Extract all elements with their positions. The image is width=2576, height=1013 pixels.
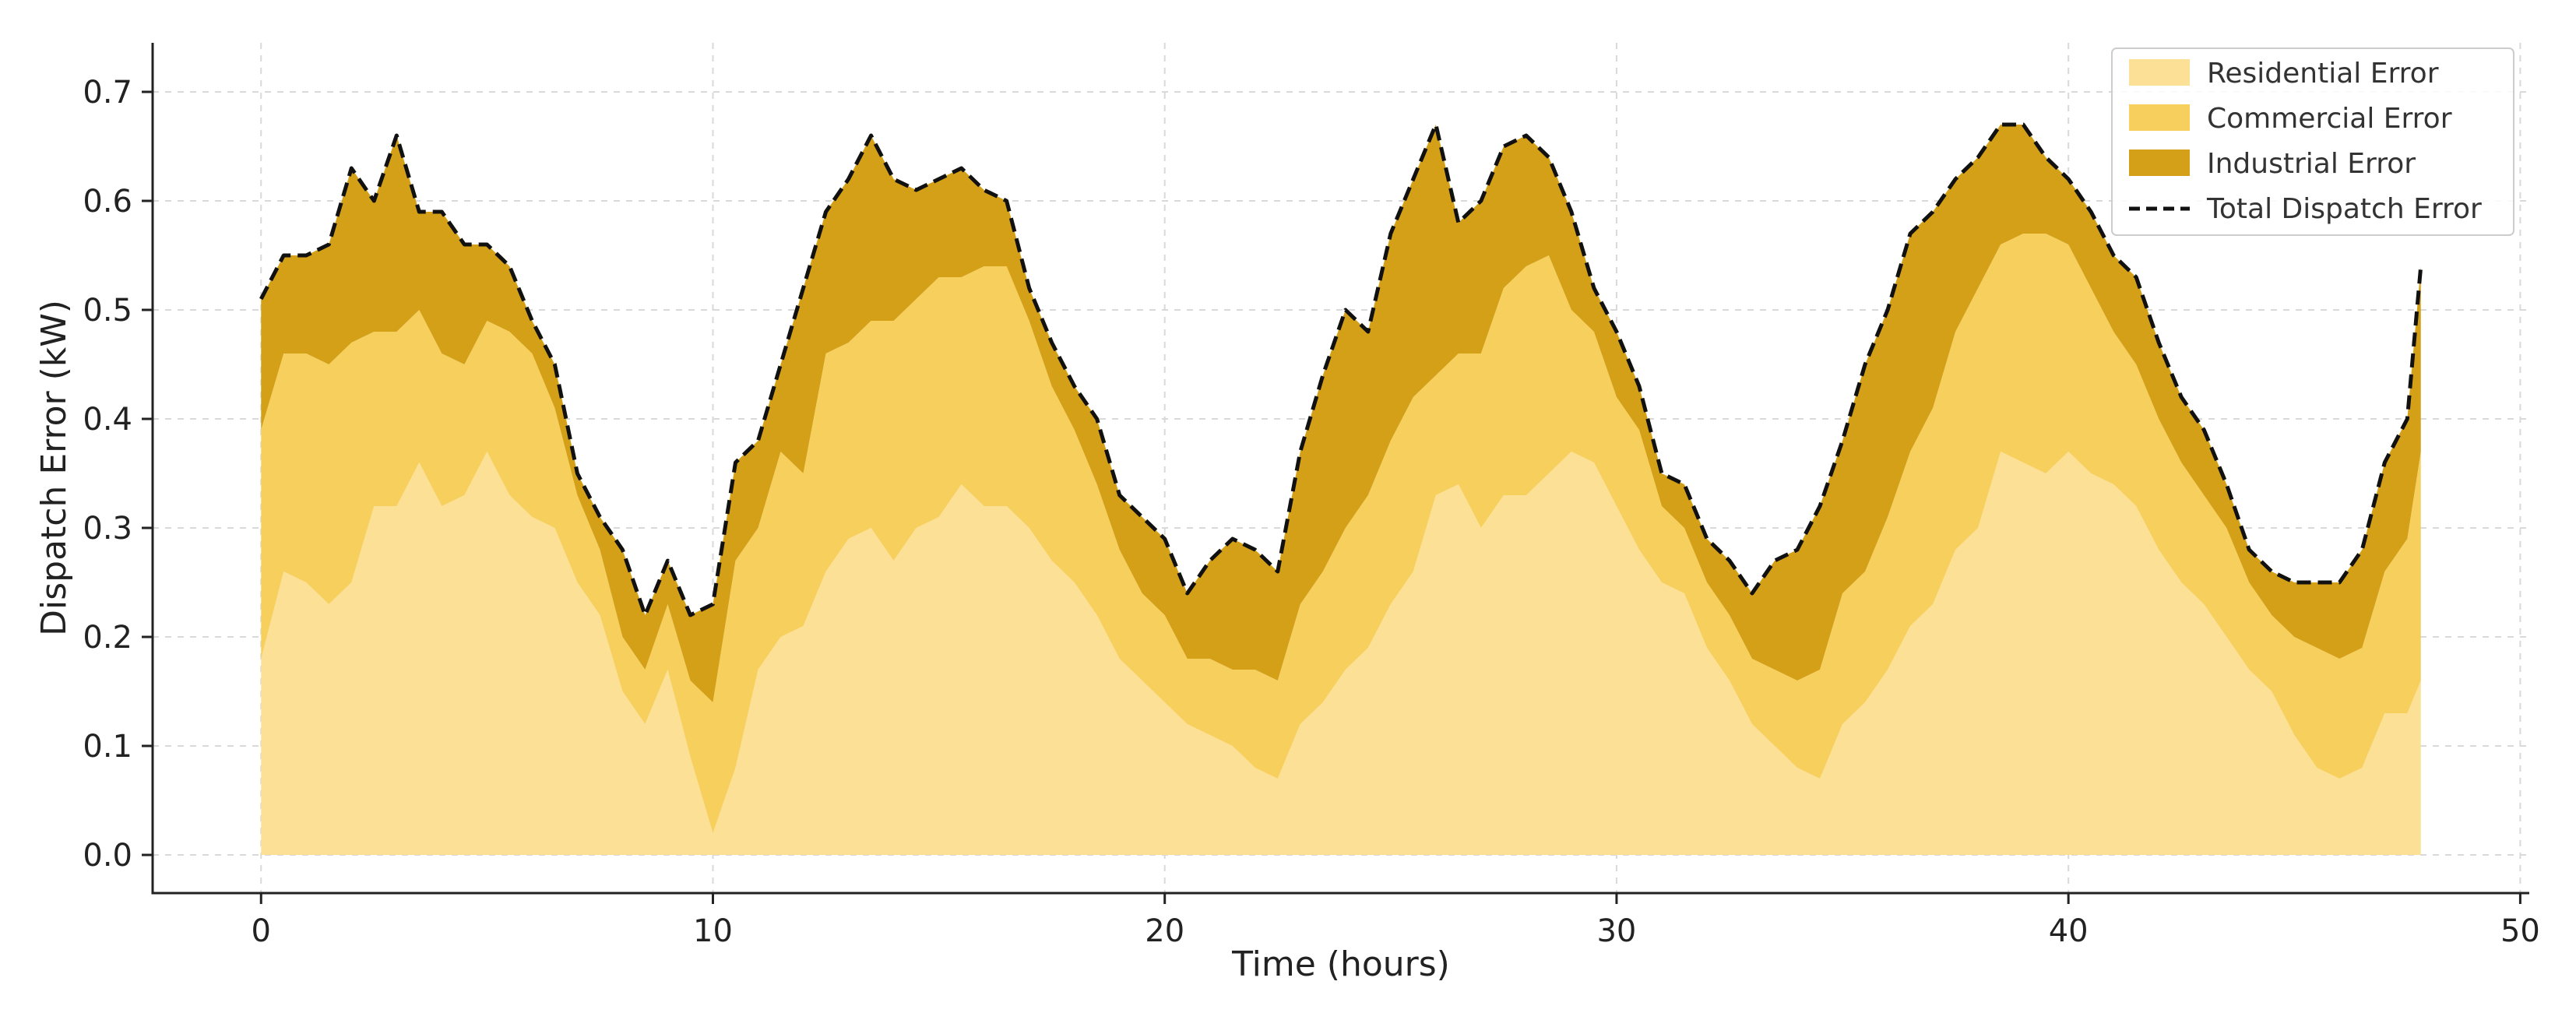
x-tick-label-3: 30 bbox=[1596, 913, 1636, 949]
y-tick-label-6: 0.6 bbox=[83, 184, 132, 220]
legend-label-commercial: Commercial Error bbox=[2207, 103, 2452, 135]
legend-swatch-residential bbox=[2129, 59, 2190, 86]
y-tick-label-0: 0.0 bbox=[83, 838, 132, 874]
x-tick-label-4: 40 bbox=[2049, 913, 2089, 949]
y-tick-label-7: 0.7 bbox=[83, 75, 132, 111]
y-tick-label-3: 0.3 bbox=[83, 511, 132, 547]
legend-label-industrial: Industrial Error bbox=[2207, 148, 2416, 180]
axes bbox=[151, 43, 2529, 895]
area-industrial bbox=[261, 125, 2421, 702]
y-axis-ticks: 0.0 0.1 0.2 0.3 0.4 0.5 0.6 0.7 bbox=[83, 75, 153, 874]
x-tick-label-2: 20 bbox=[1145, 913, 1184, 949]
y-tick-label-1: 0.1 bbox=[83, 729, 132, 765]
legend: Residential Error Commercial Error Indus… bbox=[2111, 47, 2514, 236]
x-tick-label-5: 50 bbox=[2500, 913, 2540, 949]
legend-swatch-industrial bbox=[2129, 149, 2190, 176]
legend-label-total: Total Dispatch Error bbox=[2206, 193, 2482, 225]
area-residential bbox=[261, 452, 2421, 855]
x-tick-label-0: 0 bbox=[252, 913, 271, 949]
x-tick-label-1: 10 bbox=[693, 913, 733, 949]
y-tick-label-2: 0.2 bbox=[83, 620, 132, 656]
x-axis-title: Time (hours) bbox=[1231, 944, 1450, 984]
legend-swatch-commercial bbox=[2129, 104, 2190, 131]
x-axis-ticks: 0 10 20 30 40 50 bbox=[252, 893, 2540, 949]
legend-label-residential: Residential Error bbox=[2207, 58, 2439, 90]
total-dispatch-line bbox=[259, 122, 2423, 617]
y-tick-label-5: 0.5 bbox=[83, 293, 132, 329]
y-tick-label-4: 0.4 bbox=[83, 402, 132, 438]
axes-spine bbox=[151, 43, 2529, 895]
y-axis-title: Dispatch Error (kW) bbox=[34, 300, 74, 636]
legend-box bbox=[2111, 47, 2514, 236]
total-line-group bbox=[259, 122, 2423, 617]
area-series-group bbox=[261, 125, 2421, 855]
